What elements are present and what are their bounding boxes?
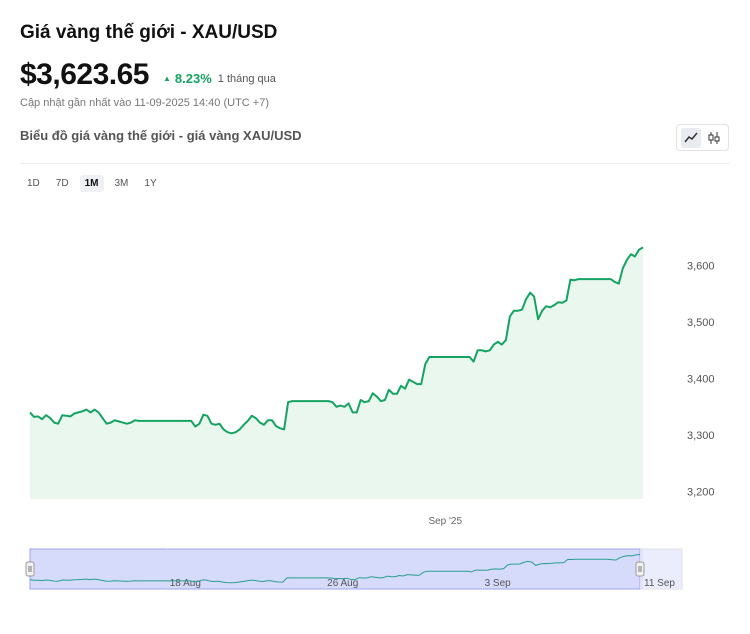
chart-subtitle: Biểu đồ giá vàng thế giới - giá vàng XAU… (20, 128, 302, 143)
navigator-tick-label: 3 Sep (485, 578, 512, 589)
current-price: $3,623.65 (20, 58, 149, 91)
range-7d-button[interactable]: 7D (55, 178, 69, 189)
price-change: ▲ 8.23% 1 tháng qua (163, 71, 276, 86)
candlestick-icon (708, 131, 720, 144)
up-arrow-icon: ▲ (163, 74, 171, 83)
chart-type-toggle (676, 124, 729, 151)
range-1m-button[interactable]: 1M (79, 175, 104, 192)
candlestick-chart-button[interactable] (704, 128, 724, 148)
line-chart-icon (684, 132, 698, 142)
navigator-line (29, 554, 641, 584)
navigator-tick-label: 18 Aug (170, 578, 201, 589)
range-1d-button[interactable]: 1D (27, 178, 40, 189)
change-percent: 8.23% (174, 71, 212, 86)
navigator-left-handle[interactable] (25, 561, 35, 577)
y-tick-label: 3,600 (687, 261, 715, 273)
x-tick-label: Sep '25 (428, 516, 462, 527)
y-tick-label: 3,300 (687, 430, 715, 442)
range-1y-button[interactable]: 1Y (144, 178, 157, 189)
y-tick-label: 3,500 (687, 317, 715, 329)
range-selector: 1D 7D 1M 3M 1Y (22, 175, 162, 192)
header-divider (20, 163, 730, 164)
price-line (29, 246, 644, 435)
y-tick-label: 3,200 (687, 487, 715, 499)
navigator-right-handle[interactable] (635, 561, 645, 577)
change-period: 1 tháng qua (217, 72, 276, 85)
y-tick-label: 3,400 (687, 374, 715, 386)
line-chart-button[interactable] (681, 127, 702, 148)
price-area (30, 247, 643, 499)
page-title: Giá vàng thế giới - XAU/USD (20, 22, 278, 43)
navigator-tick-label: 26 Aug (327, 578, 358, 589)
navigator-tick-label: 11 Sep (644, 578, 675, 589)
range-3m-button[interactable]: 3M (114, 178, 129, 189)
navigator-unselected (640, 549, 682, 589)
last-updated: Cập nhật gần nhất vào 11-09-2025 14:40 (… (20, 97, 269, 109)
